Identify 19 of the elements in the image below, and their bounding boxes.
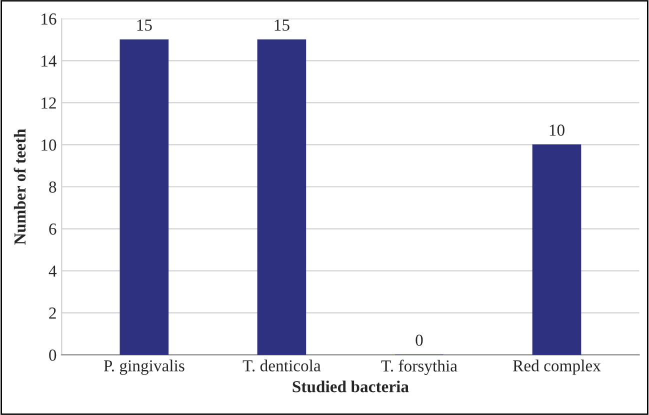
x-tick-label: T. forsythia bbox=[381, 360, 458, 376]
x-axis-title: Studied bacteria bbox=[292, 380, 409, 392]
data-label: 0 bbox=[416, 334, 423, 346]
y-tick-label: 4 bbox=[48, 266, 57, 277]
x-tick-label: T. denticola bbox=[242, 360, 321, 372]
y-tick-label: 6 bbox=[49, 224, 56, 235]
y-tick-label: 12 bbox=[42, 97, 56, 108]
y-tick-label: 10 bbox=[42, 139, 56, 151]
x-tick-label: Red complex bbox=[513, 360, 601, 375]
y-tick-label: 8 bbox=[49, 181, 56, 193]
y-tick-label: 0 bbox=[49, 350, 56, 361]
data-label: 15 bbox=[274, 20, 290, 31]
y-axis-title: Number of teeth bbox=[14, 128, 26, 245]
y-tick-label: 2 bbox=[49, 308, 56, 319]
data-label: 15 bbox=[137, 20, 152, 31]
y-tick-label: 16 bbox=[42, 13, 56, 25]
data-label: 10 bbox=[550, 124, 564, 136]
y-tick-label: 14 bbox=[42, 55, 57, 66]
x-tick-label: P. gingivalis bbox=[104, 360, 184, 375]
